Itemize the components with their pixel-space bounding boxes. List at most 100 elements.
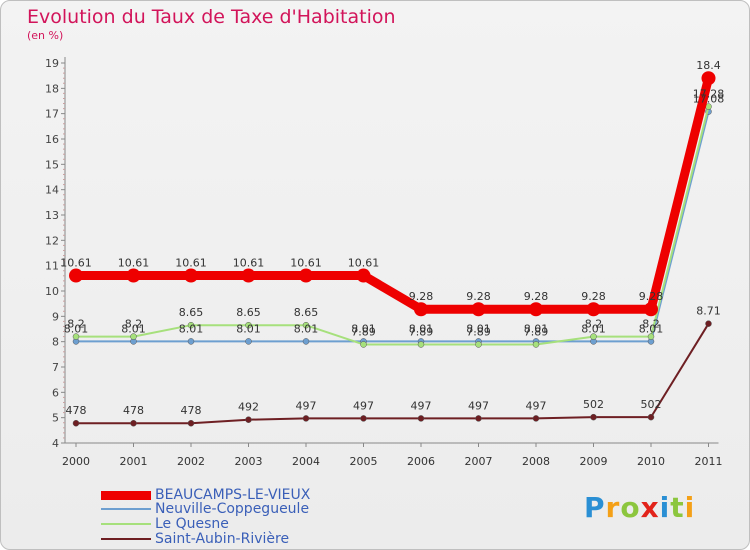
data-point bbox=[414, 302, 428, 317]
x-tick-label: 2010 bbox=[637, 455, 665, 468]
data-point bbox=[72, 333, 80, 340]
y-tick-label: 14 bbox=[45, 184, 59, 197]
data-point bbox=[586, 302, 601, 317]
data-point bbox=[532, 415, 540, 422]
data-label: 8.65 bbox=[294, 306, 319, 319]
data-point bbox=[590, 333, 597, 340]
x-tick-label: 2008 bbox=[522, 455, 550, 468]
legend-label: BEAUCAMPS-LE-VIEUX bbox=[155, 487, 311, 503]
data-point bbox=[705, 320, 712, 327]
x-tick-label: 2001 bbox=[120, 455, 148, 468]
data-label: 10.61 bbox=[175, 257, 207, 270]
data-point bbox=[126, 268, 141, 283]
data-label: 10.61 bbox=[290, 257, 322, 270]
data-label: 8.01 bbox=[351, 322, 376, 335]
y-tick-label: 19 bbox=[45, 57, 59, 70]
data-label: 8.71 bbox=[696, 305, 721, 318]
logo-letter: i bbox=[684, 491, 696, 524]
y-tick-label: 13 bbox=[45, 209, 59, 222]
data-point bbox=[356, 268, 371, 283]
series-line bbox=[76, 77, 713, 314]
data-label: 8.01 bbox=[639, 322, 664, 335]
data-label: 8.2 bbox=[642, 318, 660, 331]
data-label: 478 bbox=[66, 404, 87, 417]
data-label: 8.01 bbox=[524, 322, 549, 335]
legend-label: Saint-Aubin-Rivière bbox=[155, 531, 290, 547]
x-tick-label: 2009 bbox=[580, 455, 608, 468]
y-tick-label: 15 bbox=[45, 158, 59, 171]
data-label: 497 bbox=[353, 399, 374, 412]
data-label: 502 bbox=[641, 398, 662, 411]
data-point bbox=[69, 268, 83, 283]
data-point bbox=[72, 419, 80, 427]
data-point bbox=[241, 268, 256, 283]
logo-letter: P bbox=[584, 491, 606, 524]
data-label: 9.28 bbox=[466, 290, 491, 303]
data-label: 478 bbox=[181, 404, 202, 417]
data-label: 8.01 bbox=[121, 322, 146, 335]
data-point bbox=[130, 419, 137, 427]
data-label: 478 bbox=[123, 404, 144, 417]
logo-letter: o bbox=[620, 491, 641, 524]
data-label: 492 bbox=[238, 401, 259, 414]
legend-swatch bbox=[101, 523, 151, 525]
chart-title: Evolution du Taux de Taxe d'Habitation bbox=[27, 6, 396, 28]
data-label: 497 bbox=[296, 399, 317, 412]
data-label: 9.28 bbox=[639, 290, 664, 303]
y-tick-label: 18 bbox=[45, 82, 59, 95]
data-label: 17.28 bbox=[693, 88, 725, 101]
data-label: 497 bbox=[526, 399, 547, 412]
x-tick-label: 2002 bbox=[177, 455, 205, 468]
x-tick-label: 2005 bbox=[350, 455, 378, 468]
logo-letter: t bbox=[670, 491, 685, 524]
series-line bbox=[76, 111, 710, 343]
data-point bbox=[360, 341, 367, 348]
y-tick-label: 16 bbox=[45, 133, 59, 146]
data-point bbox=[471, 302, 486, 317]
legend-swatch bbox=[101, 491, 151, 500]
data-label: 10.61 bbox=[60, 257, 92, 270]
x-tick-label: 2007 bbox=[465, 455, 493, 468]
data-point bbox=[590, 413, 597, 421]
data-label: 10.61 bbox=[233, 257, 265, 270]
data-label: 8.01 bbox=[466, 322, 491, 335]
data-point bbox=[299, 268, 313, 283]
legend-swatch bbox=[101, 538, 151, 540]
data-label: 8.01 bbox=[409, 322, 434, 335]
data-point bbox=[245, 416, 252, 423]
y-tick-label: 7 bbox=[52, 361, 59, 374]
data-label: 7.89 bbox=[466, 325, 491, 338]
data-point bbox=[647, 413, 655, 421]
data-label: 10.61 bbox=[348, 257, 380, 270]
data-label: 497 bbox=[468, 399, 489, 412]
data-label: 8.2 bbox=[585, 318, 603, 331]
y-tick-label: 8 bbox=[52, 336, 59, 349]
y-tick-label: 17 bbox=[45, 108, 59, 121]
logo-letter: x bbox=[640, 491, 660, 524]
data-point bbox=[417, 341, 425, 348]
data-label: 7.89 bbox=[524, 325, 549, 338]
data-label: 8.01 bbox=[236, 322, 261, 335]
logo-letter: r bbox=[605, 491, 621, 524]
data-point bbox=[302, 321, 310, 329]
data-point bbox=[417, 415, 425, 422]
data-label: 17.08 bbox=[693, 93, 725, 106]
data-point bbox=[360, 415, 367, 422]
data-label: 7.89 bbox=[351, 325, 376, 338]
y-tick-label: 4 bbox=[52, 437, 59, 450]
x-tick-label: 2004 bbox=[292, 455, 320, 468]
data-label: 8.65 bbox=[179, 306, 204, 319]
data-label: 8.2 bbox=[125, 318, 143, 331]
series-line bbox=[76, 106, 710, 346]
y-tick-label: 9 bbox=[52, 310, 59, 323]
y-tick-label: 11 bbox=[45, 260, 59, 273]
proxiti-logo: Proxiti bbox=[584, 491, 695, 524]
x-tick-label: 2011 bbox=[695, 455, 723, 468]
legend-swatch bbox=[101, 508, 151, 510]
data-label: 8.01 bbox=[581, 322, 606, 335]
data-point bbox=[245, 321, 252, 329]
legend-label: Neuville-Coppegueule bbox=[155, 501, 310, 517]
legend-label: Le Quesne bbox=[155, 516, 229, 532]
